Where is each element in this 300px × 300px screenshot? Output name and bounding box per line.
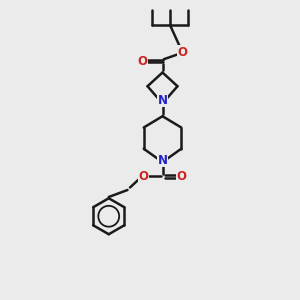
- Text: O: O: [139, 170, 149, 183]
- Text: N: N: [158, 154, 167, 166]
- Text: N: N: [158, 94, 167, 106]
- Text: O: O: [176, 170, 186, 183]
- Text: O: O: [137, 55, 148, 68]
- Text: O: O: [178, 46, 188, 59]
